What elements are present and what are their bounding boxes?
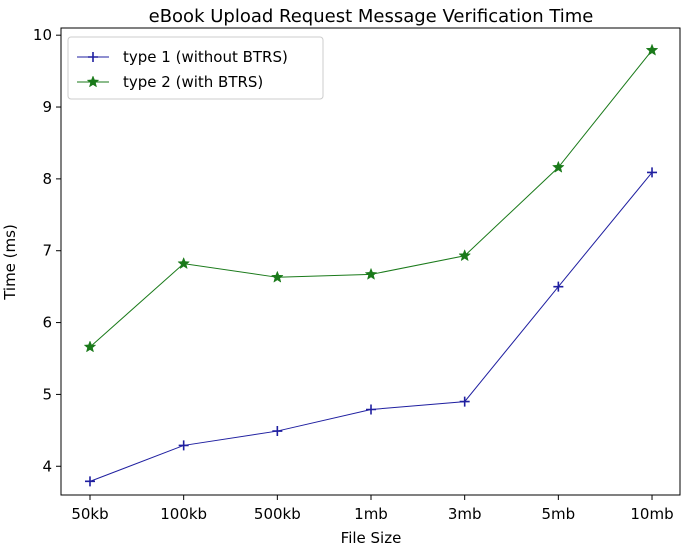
legend-item-2: type 2 (with BTRS) [77, 73, 263, 91]
x-tick-label: 3mb [448, 505, 482, 523]
series-1-point [459, 396, 470, 407]
series-1-point [178, 440, 189, 451]
series-2-point [177, 256, 191, 270]
y-tick-label: 9 [42, 98, 52, 116]
plot-area [60, 27, 681, 496]
chart-title: eBook Upload Request Message Verificatio… [149, 6, 594, 27]
series-2-point [458, 249, 472, 262]
series-1 [85, 167, 658, 487]
x-tick-label: 10mb [630, 505, 673, 523]
x-tick-label: 500kb [254, 505, 301, 523]
y-tick-label: 10 [33, 26, 52, 44]
y-tick-label: 7 [42, 242, 52, 260]
legend-label: type 1 (without BTRS) [123, 48, 288, 66]
series-1-point [553, 281, 564, 292]
legend-item-1: type 1 (without BTRS) [77, 48, 288, 66]
x-axis-title: File Size [341, 529, 402, 547]
series-2-point [645, 43, 659, 56]
series-1-point [85, 476, 95, 487]
legend: type 1 (without BTRS) type 2 (with BTRS) [67, 36, 324, 100]
series-1-point [647, 167, 658, 178]
legend-label: type 2 (with BTRS) [123, 73, 263, 91]
legend-marker-swatch [88, 52, 98, 62]
series-2 [83, 43, 659, 353]
series-1-point [272, 426, 283, 437]
series-1-point [366, 404, 377, 415]
series-2-point [551, 160, 565, 173]
series-layer [83, 43, 659, 487]
y-axis-ticks: 4 5 6 7 8 9 10 [33, 26, 61, 475]
x-tick-label: 100kb [160, 505, 207, 523]
y-axis-title: Time (ms) [1, 224, 19, 301]
y-tick-label: 6 [42, 314, 52, 332]
legend-marker-swatch [86, 75, 100, 88]
series-2-point [270, 270, 284, 283]
y-tick-label: 5 [42, 385, 52, 403]
x-tick-label: 50kb [71, 505, 108, 523]
x-tick-label: 5mb [542, 505, 576, 523]
y-tick-label: 4 [42, 457, 52, 475]
x-axis-ticks: 50kb 100kb 500kb 1mb 3mb 5mb 10mb [71, 495, 674, 523]
legend-box [67, 36, 324, 100]
series-2-point [83, 340, 97, 353]
y-tick-label: 8 [42, 170, 52, 188]
series-2-point [364, 267, 378, 280]
x-tick-label: 1mb [354, 505, 388, 523]
